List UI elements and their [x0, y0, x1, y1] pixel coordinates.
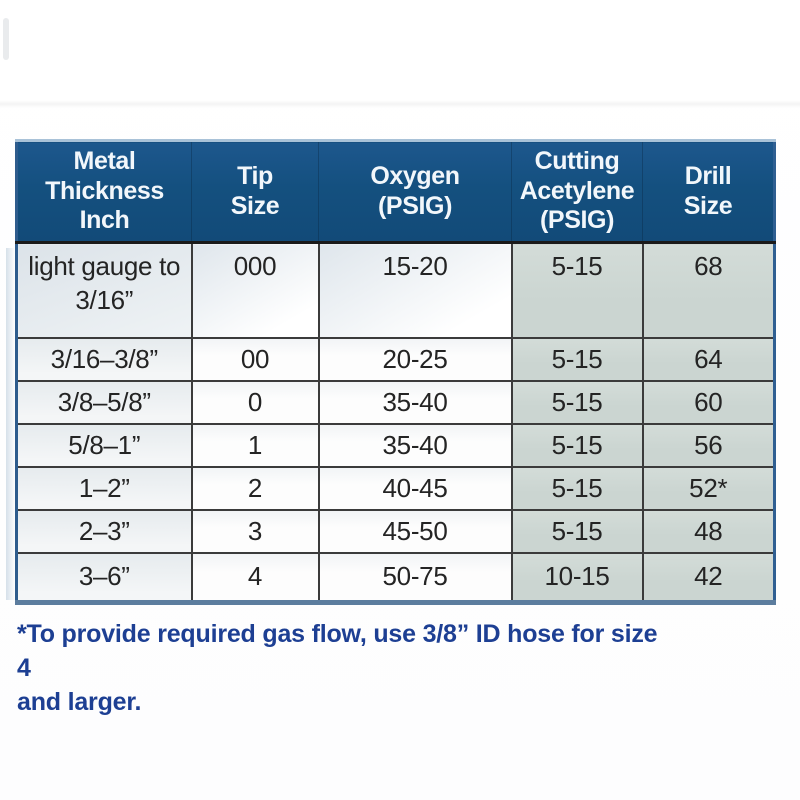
cell-thickness: 1–2”	[15, 466, 193, 511]
col-header-cutting-acetylene-psig: Cutting Acetylene (PSIG)	[511, 139, 643, 244]
cell-thickness: 3–6”	[15, 552, 193, 604]
cell-oxygen: 40-45	[317, 466, 513, 511]
header-row: Metal Thickness Inch Tip Size Oxygen (PS…	[16, 139, 775, 244]
cell-thickness: 3/16–3/8”	[15, 337, 193, 382]
cutting-tip-chart-table: Metal Thickness Inch Tip Size Oxygen (PS…	[15, 139, 776, 605]
cell-oxygen: 35-40	[317, 423, 513, 468]
cell-tip-size: 3	[190, 509, 320, 554]
cell-drill-size: 42	[641, 552, 776, 604]
col-header-metal-thickness: Metal Thickness Inch	[16, 139, 192, 244]
cell-oxygen: 45-50	[317, 509, 513, 554]
cell-acetylene: 5-15	[510, 466, 644, 511]
col-header-drill-size: Drill Size	[642, 139, 775, 244]
cell-tip-size: 1	[190, 423, 320, 468]
cell-drill-size: 56	[641, 423, 776, 468]
table-row: 3/8–5/8” 0 35-40 5-15 60	[15, 380, 776, 425]
table-row: 3–6” 4 50-75 10-15 42	[15, 552, 776, 604]
col-header-oxygen-psig: Oxygen (PSIG)	[318, 139, 512, 244]
cell-oxygen: 50-75	[317, 552, 513, 604]
cell-drill-size: 68	[641, 241, 776, 339]
cell-acetylene: 5-15	[510, 337, 644, 382]
cell-drill-size: 60	[641, 380, 776, 425]
table-row: 2–3” 3 45-50 5-15 48	[15, 509, 776, 554]
cell-thickness: 3/8–5/8”	[15, 380, 193, 425]
cell-drill-size: 48	[641, 509, 776, 554]
cell-acetylene: 5-15	[510, 241, 644, 339]
scan-artifact-left-strip	[6, 248, 15, 600]
cell-tip-size: 000	[190, 241, 320, 339]
cell-oxygen: 15-20	[317, 241, 513, 339]
table-row: 5/8–1” 1 35-40 5-15 56	[15, 423, 776, 468]
cell-tip-size: 00	[190, 337, 320, 382]
cell-thickness: 2–3”	[15, 509, 193, 554]
cell-tip-size: 0	[190, 380, 320, 425]
cell-acetylene: 5-15	[510, 423, 644, 468]
footnote-hose-size: *To provide required gas flow, use 3/8” …	[17, 620, 658, 716]
scan-artifact-topleft	[3, 18, 9, 60]
cell-acetylene: 10-15	[510, 552, 644, 604]
cell-drill-size: 52*	[641, 466, 776, 511]
cell-acetylene: 5-15	[510, 380, 644, 425]
table-row: 1–2” 2 40-45 5-15 52*	[15, 466, 776, 511]
table-row: 3/16–3/8” 00 20-25 5-15 64	[15, 337, 776, 382]
cell-oxygen: 20-25	[317, 337, 513, 382]
table-row: light gauge to 3/16” 000 15-20 5-15 68	[15, 241, 776, 339]
cell-thickness: 5/8–1”	[15, 423, 193, 468]
cell-thickness: light gauge to 3/16”	[15, 241, 193, 339]
cell-tip-size: 4	[190, 552, 320, 604]
col-header-tip-size: Tip Size	[191, 139, 319, 244]
cell-tip-size: 2	[190, 466, 320, 511]
cell-drill-size: 64	[641, 337, 776, 382]
cell-oxygen: 35-40	[317, 380, 513, 425]
cell-acetylene: 5-15	[510, 509, 644, 554]
scan-artifact-band	[0, 100, 800, 108]
